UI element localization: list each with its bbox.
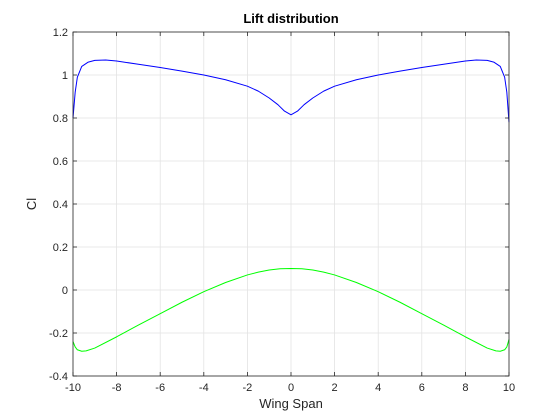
y-tick-label: 0 <box>62 285 68 297</box>
x-tick-label: 0 <box>288 382 294 394</box>
y-tick-label: 0.4 <box>53 199 68 211</box>
series-line-2 <box>72 268 510 352</box>
x-tick-label: -10 <box>65 382 81 394</box>
y-tick-label: -0.2 <box>49 328 68 340</box>
x-tick-label: 2 <box>332 382 338 394</box>
y-tick-label: 1 <box>62 70 68 82</box>
axis-ticks: -10 -8 -6 -4 -2 0 2 4 6 8 10 -0.4 -0.2 0 0.2 0.4 0.6 0.8 1… <box>49 27 515 394</box>
y-tick-label: 0.6 <box>53 156 68 168</box>
series-group <box>72 59 510 352</box>
y-tick-label: 0.2 <box>53 242 68 254</box>
x-tick-label: 6 <box>419 382 425 394</box>
x-tick-label: -6 <box>155 382 165 394</box>
series-line-1 <box>72 59 510 123</box>
x-tick-label: -8 <box>112 382 122 394</box>
x-axis-label: Wing Span <box>259 396 323 411</box>
y-axis-label: Cl <box>24 198 39 210</box>
y-tick-label: 0.8 <box>53 113 68 125</box>
chart-title: Lift distribution <box>243 11 338 26</box>
y-tick-label: -0.4 <box>49 371 68 383</box>
x-tick-label: -4 <box>199 382 209 394</box>
x-tick-label: 8 <box>462 382 468 394</box>
y-tick-label: 1.2 <box>53 27 68 39</box>
x-tick-label: 4 <box>375 382 381 394</box>
x-tick-label: -2 <box>243 382 253 394</box>
x-tick-label: 10 <box>503 382 515 394</box>
